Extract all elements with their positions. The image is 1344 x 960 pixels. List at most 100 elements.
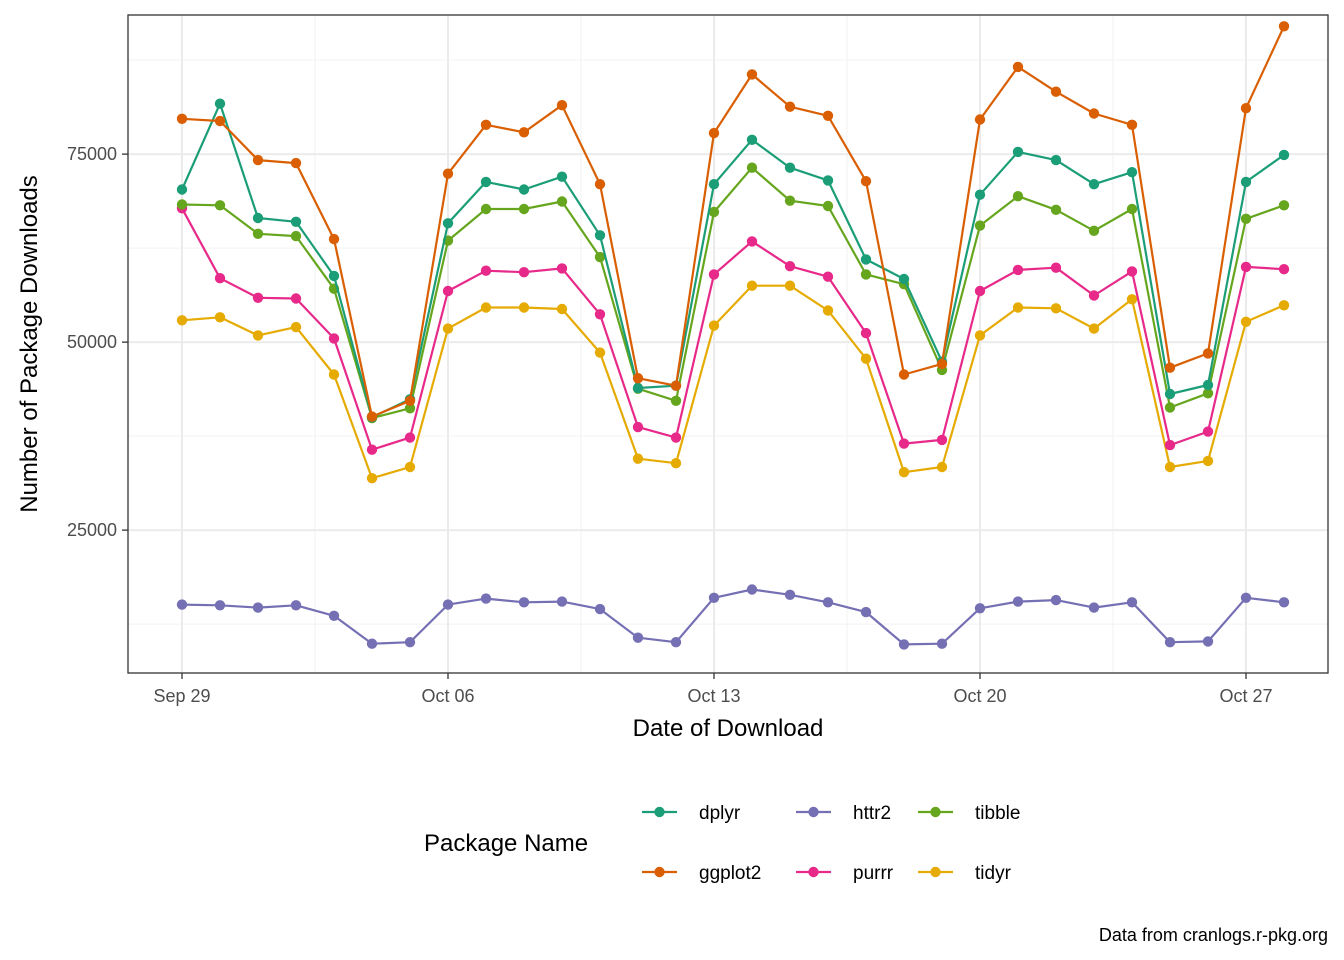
data-point-dplyr <box>518 184 530 195</box>
panel-border <box>127 14 1329 674</box>
data-point-ggplot2 <box>1164 362 1176 373</box>
data-point-tidyr <box>594 347 606 358</box>
data-point-ggplot2 <box>480 119 492 130</box>
data-point-purrr <box>670 432 682 443</box>
legend: Package Name dplyr httr2 tibble ggplot2 purr… <box>424 803 1020 884</box>
series-layer <box>176 21 1290 650</box>
legend-key-point <box>930 866 941 878</box>
legend-item-purrr: purrr <box>796 863 894 884</box>
data-point-ggplot2 <box>974 114 986 125</box>
x-tick-label: Oct 13 <box>687 686 740 706</box>
data-point-ggplot2 <box>1202 348 1214 359</box>
data-point-ggplot2 <box>1126 119 1138 130</box>
data-point-purrr <box>632 421 644 433</box>
data-point-purrr <box>1278 264 1290 275</box>
data-point-tidyr <box>366 473 378 484</box>
data-point-tibble <box>556 196 568 207</box>
data-point-tidyr <box>252 330 264 341</box>
data-point-dplyr <box>1012 146 1024 158</box>
minor-gridlines <box>128 15 1328 673</box>
data-point-httr2 <box>936 638 948 649</box>
data-point-ggplot2 <box>936 358 948 370</box>
data-point-dplyr <box>708 179 720 190</box>
data-point-dplyr <box>860 254 872 265</box>
data-point-tidyr <box>1278 300 1290 311</box>
data-point-purrr <box>214 273 226 284</box>
data-point-purrr <box>442 285 454 297</box>
data-point-dplyr <box>252 212 264 224</box>
data-point-dplyr <box>594 230 606 241</box>
data-point-dplyr <box>1202 379 1214 391</box>
data-point-httr2 <box>1088 602 1100 613</box>
legend-label-tibble: tibble <box>975 803 1020 824</box>
data-point-tidyr <box>1088 323 1100 334</box>
data-point-httr2 <box>328 610 340 621</box>
data-point-tibble <box>1050 204 1062 215</box>
legend-key-point <box>808 806 819 818</box>
y-tick-label: 75000 <box>67 144 117 164</box>
y-tick-label: 25000 <box>67 520 117 540</box>
x-axis-title: Date of Download <box>633 715 824 742</box>
data-point-tidyr <box>442 323 454 334</box>
data-point-dplyr <box>176 184 188 195</box>
data-point-purrr <box>1050 262 1062 273</box>
data-point-httr2 <box>1278 597 1290 608</box>
data-point-tibble <box>176 199 188 210</box>
data-point-tibble <box>214 200 226 211</box>
data-point-httr2 <box>290 600 302 611</box>
data-point-purrr <box>556 263 568 274</box>
data-point-tibble <box>784 195 796 206</box>
data-point-purrr <box>860 327 872 339</box>
data-point-purrr <box>1126 266 1138 277</box>
data-point-tidyr <box>784 280 796 291</box>
data-point-dplyr <box>290 216 302 227</box>
data-point-tidyr <box>556 303 568 315</box>
data-point-tibble <box>860 269 872 280</box>
caption: Data from cranlogs.r-pkg.org <box>1099 925 1328 945</box>
data-point-ggplot2 <box>1050 86 1062 97</box>
axes: 25000 50000 75000 Sep 29 Oct 06 Oct 13 Oct 20 O… <box>67 144 1273 706</box>
data-point-tibble <box>594 251 606 263</box>
data-point-dplyr <box>1126 167 1138 178</box>
data-point-ggplot2 <box>252 154 264 166</box>
legend-item-dplyr: dplyr <box>642 803 741 824</box>
data-point-ggplot2 <box>898 369 910 380</box>
data-point-tibble <box>290 230 302 242</box>
data-point-tidyr <box>1240 316 1252 327</box>
data-point-tibble <box>1164 402 1176 413</box>
data-point-httr2 <box>1012 596 1024 607</box>
data-point-tibble <box>480 203 492 215</box>
data-point-purrr <box>898 438 910 449</box>
data-point-ggplot2 <box>1088 108 1100 119</box>
data-point-purrr <box>936 434 948 446</box>
data-point-tidyr <box>214 312 226 323</box>
data-point-tidyr <box>936 461 948 473</box>
data-point-tibble <box>708 206 720 218</box>
data-point-purrr <box>708 269 720 280</box>
data-point-tibble <box>518 203 530 215</box>
data-point-tidyr <box>1012 302 1024 313</box>
legend-label-tidyr: tidyr <box>975 863 1012 884</box>
data-point-ggplot2 <box>1278 21 1290 32</box>
data-point-purrr <box>746 236 758 247</box>
data-point-ggplot2 <box>366 411 378 422</box>
legend-item-tibble: tibble <box>918 803 1020 824</box>
data-point-tidyr <box>1126 294 1138 305</box>
data-point-purrr <box>594 309 606 320</box>
data-point-dplyr <box>822 175 834 186</box>
data-point-tidyr <box>1202 455 1214 467</box>
data-point-tibble <box>1278 200 1290 211</box>
data-point-tibble <box>670 395 682 406</box>
data-point-httr2 <box>860 606 872 618</box>
series-line-ggplot2 <box>181 25 1285 418</box>
series-line-httr2 <box>181 588 1285 646</box>
data-point-ggplot2 <box>556 100 568 111</box>
data-point-tidyr <box>632 453 644 464</box>
data-point-purrr <box>1012 264 1024 276</box>
data-point-dplyr <box>632 382 644 394</box>
data-point-dplyr <box>784 162 796 173</box>
data-point-httr2 <box>404 637 416 648</box>
data-point-dplyr <box>1088 179 1100 190</box>
data-point-ggplot2 <box>594 179 606 190</box>
